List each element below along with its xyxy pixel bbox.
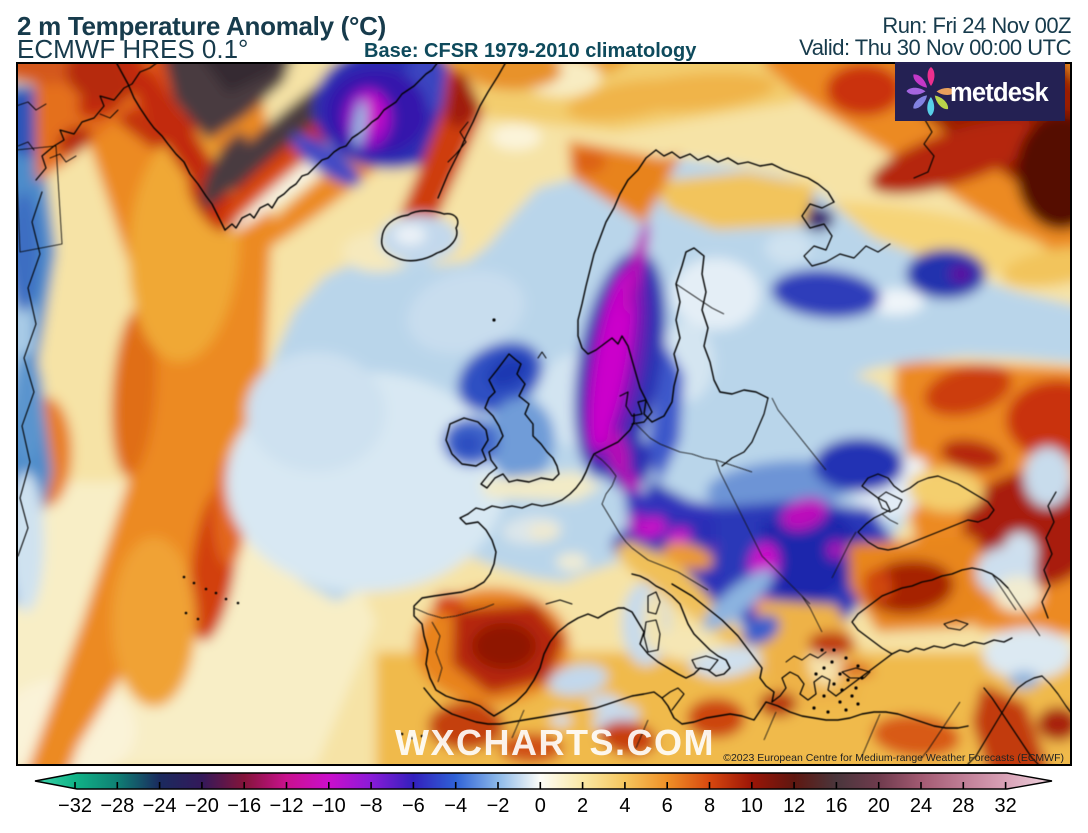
svg-text:0: 0 bbox=[535, 795, 546, 817]
svg-text:12: 12 bbox=[783, 795, 805, 817]
svg-text:−4: −4 bbox=[444, 795, 467, 817]
svg-text:28: 28 bbox=[952, 795, 974, 817]
svg-text:−12: −12 bbox=[270, 795, 304, 817]
svg-text:6: 6 bbox=[662, 795, 673, 817]
svg-text:−24: −24 bbox=[143, 795, 177, 817]
svg-text:−8: −8 bbox=[360, 795, 383, 817]
svg-text:10: 10 bbox=[741, 795, 763, 817]
svg-text:metdesk: metdesk bbox=[950, 79, 1049, 107]
svg-text:2: 2 bbox=[577, 795, 588, 817]
svg-text:20: 20 bbox=[868, 795, 890, 817]
svg-text:−2: −2 bbox=[487, 795, 510, 817]
svg-text:8: 8 bbox=[704, 795, 715, 817]
svg-text:16: 16 bbox=[825, 795, 847, 817]
svg-text:−6: −6 bbox=[402, 795, 425, 817]
svg-text:24: 24 bbox=[910, 795, 932, 817]
svg-text:32: 32 bbox=[994, 795, 1016, 817]
svg-text:−32: −32 bbox=[58, 795, 92, 817]
svg-text:−28: −28 bbox=[100, 795, 134, 817]
svg-text:−16: −16 bbox=[227, 795, 261, 817]
svg-text:4: 4 bbox=[619, 795, 630, 817]
svg-text:−20: −20 bbox=[185, 795, 219, 817]
svg-text:−10: −10 bbox=[312, 795, 346, 817]
